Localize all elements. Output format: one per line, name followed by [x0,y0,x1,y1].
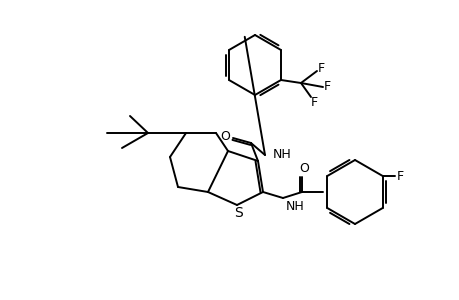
Text: F: F [317,61,324,74]
Text: O: O [219,130,230,142]
Text: O: O [298,163,308,176]
Text: NH: NH [272,148,291,161]
Text: F: F [323,80,330,94]
Text: F: F [396,169,403,182]
Text: S: S [234,206,243,220]
Text: F: F [310,95,317,109]
Text: NH: NH [285,200,304,212]
